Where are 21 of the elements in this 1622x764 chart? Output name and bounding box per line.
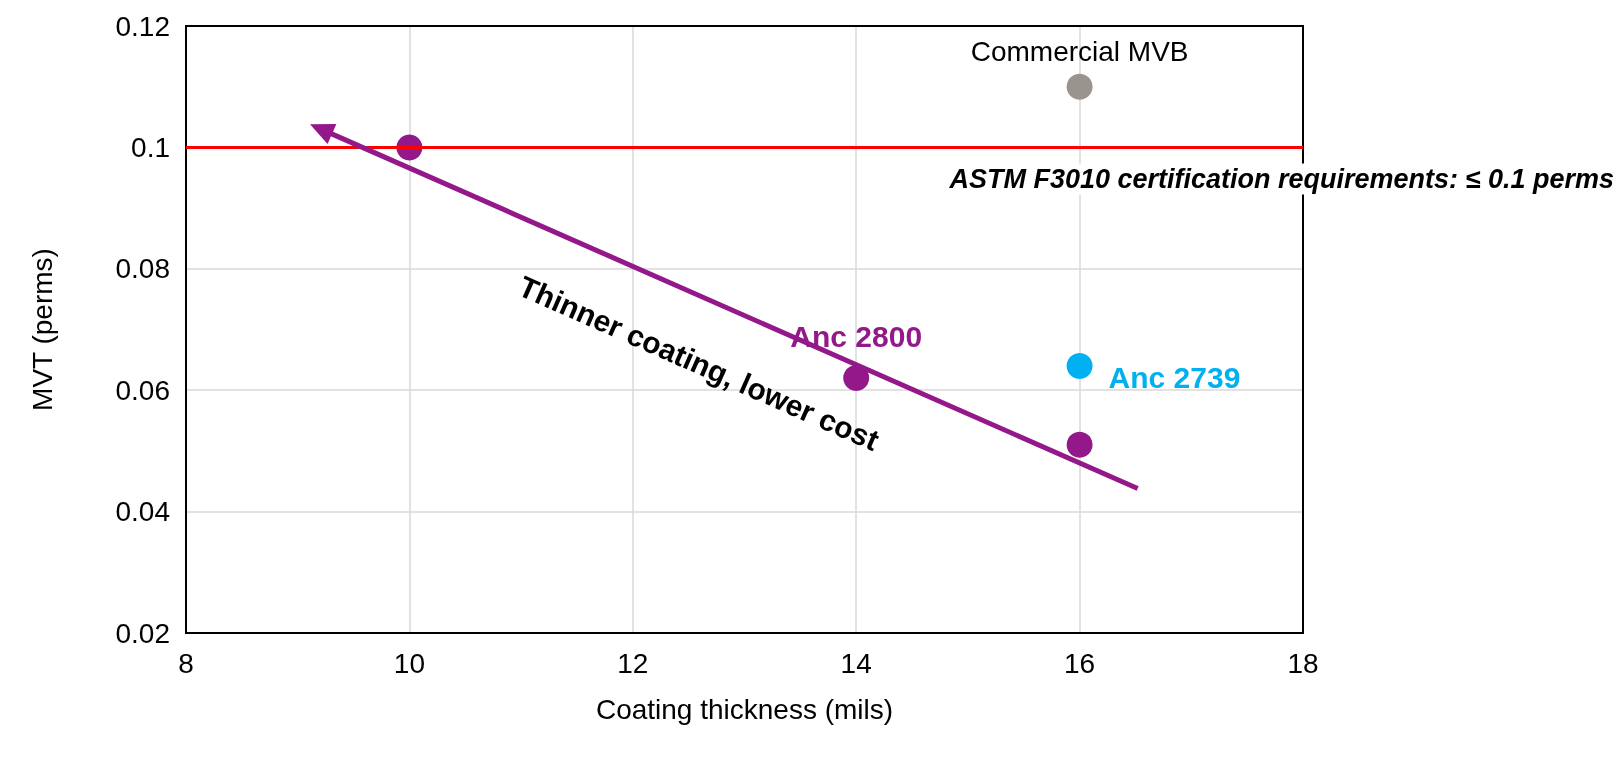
x-tick-label: 16: [1064, 647, 1096, 679]
x-tick-label: 14: [840, 647, 872, 679]
series-label: Anc 2739: [1108, 361, 1241, 395]
ref-line-label: ASTM F3010 certification requirements: ≤ 0.1 perms: [948, 163, 1614, 194]
series-label: Commercial MVB: [970, 36, 1189, 68]
point: [1066, 431, 1093, 458]
point: [1066, 352, 1093, 379]
y-axis-title: MVT (perms): [26, 248, 58, 411]
y-tick-label: 0.02: [115, 617, 170, 649]
y-tick-label: 0.1: [131, 131, 170, 163]
x-tick-label: 18: [1287, 647, 1319, 679]
y-tick-label: 0.04: [115, 496, 170, 528]
x-tick-label: 8: [178, 647, 194, 679]
point: [1066, 73, 1093, 100]
y-tick-label: 0.12: [115, 10, 170, 42]
y-tick-label: 0.08: [115, 253, 170, 285]
y-tick-label: 0.06: [115, 374, 170, 406]
point: [843, 365, 870, 392]
x-axis-title: Coating thickness (mils): [595, 693, 894, 725]
x-tick-label: 10: [393, 647, 425, 679]
x-tick-label: 12: [617, 647, 649, 679]
